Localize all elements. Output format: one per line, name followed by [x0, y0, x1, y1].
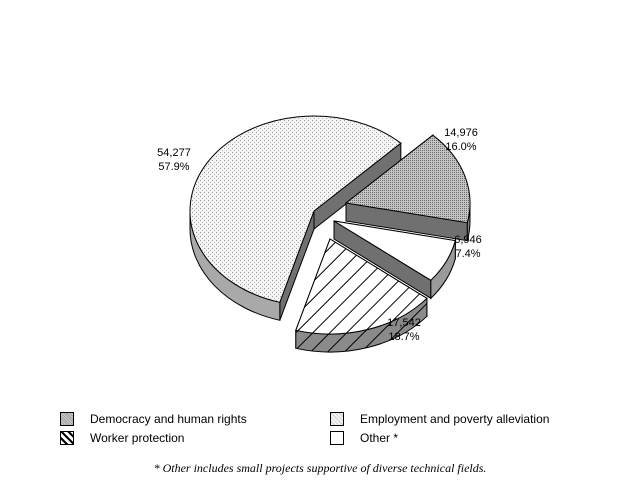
legend-item-other: Other *: [330, 429, 398, 447]
data-label-percent-democracy: 16.0%: [445, 141, 476, 153]
slice-top: [189, 115, 402, 303]
data-label-percent-employment: 57.9%: [158, 161, 189, 173]
data-label-percent-worker: 18.7%: [388, 331, 419, 343]
legend-swatch: [60, 412, 74, 426]
legend-item-employment: Employment and poverty alleviation: [330, 410, 549, 428]
legend-swatch: [330, 412, 344, 426]
pie-slice-other: [333, 220, 456, 300]
pie-chart: 54,277 57.9% 14,976 16.0% 6,946 7.4% 17,542 18.…: [157, 115, 482, 353]
slice-top: [344, 134, 471, 224]
data-label-value-worker: 17,542: [387, 317, 421, 329]
legend: Democracy and human rights Employment and…: [60, 410, 620, 450]
legend-label: Worker protection: [90, 431, 185, 445]
pie-slice-democracy: [344, 134, 471, 242]
legend-swatch: [60, 431, 74, 445]
data-label-value-employment: 54,277: [157, 147, 191, 159]
legend-label: Democracy and human rights: [90, 412, 247, 426]
legend-label: Other *: [360, 431, 399, 445]
legend-label: Employment and poverty alleviation: [360, 412, 550, 426]
data-label-percent-other: 7.4%: [455, 248, 480, 260]
legend-item-democracy: Democracy and human rights: [60, 410, 247, 428]
legend-swatch: [330, 431, 344, 445]
slice-top: [333, 220, 456, 281]
pie-slice-worker: [295, 238, 428, 353]
legend-item-worker: Worker protection: [60, 429, 184, 447]
data-label-value-other: 6,946: [454, 234, 482, 246]
footnote: * Other includes small projects supporti…: [153, 461, 487, 475]
slice-top: [295, 238, 428, 335]
data-label-value-democracy: 14,976: [444, 127, 478, 139]
pie-slice-employment: [189, 115, 402, 321]
